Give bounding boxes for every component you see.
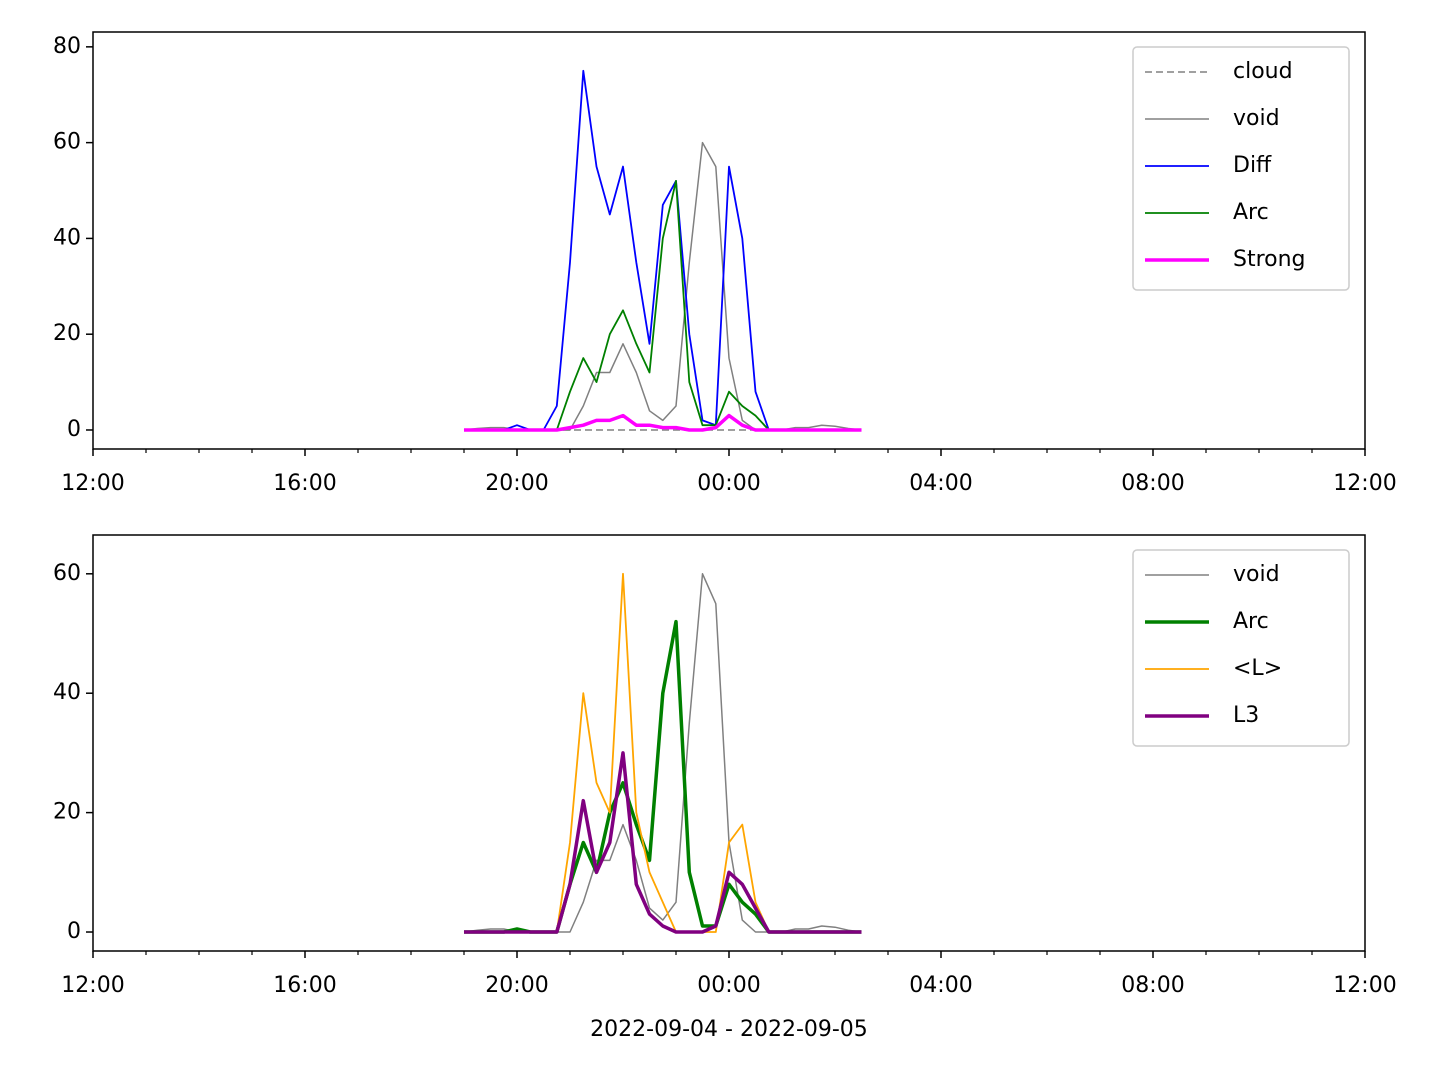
legend: cloud void Diff Arc Strong <box>1132 46 1350 291</box>
y-tick-label: 80 <box>53 34 81 59</box>
legend-label: Arc <box>1233 609 1269 634</box>
x-tick-label: 04:00 <box>909 973 972 998</box>
x-tick-label: 20:00 <box>485 973 548 998</box>
y-tick-label: 40 <box>53 680 81 705</box>
x-tick-label: 00:00 <box>697 471 760 496</box>
series-line <box>464 572 862 933</box>
series-line <box>464 619 862 934</box>
x-tick-label: 00:00 <box>697 973 760 998</box>
series-line <box>463 141 862 431</box>
x-tick-label: 08:00 <box>1121 973 1184 998</box>
legend-label: cloud <box>1233 59 1293 84</box>
series-line <box>464 413 862 432</box>
x-tick-label: 16:00 <box>273 973 336 998</box>
legend: void Arc <L> L3 <box>1132 549 1350 747</box>
x-tick-label: 12:00 <box>1333 973 1396 998</box>
legend-label: <L> <box>1233 656 1282 681</box>
y-tick-label: 60 <box>53 130 81 155</box>
x-tick-label: 04:00 <box>909 471 972 496</box>
subplot: 0 20 40 60 12:00 16:00 20:00 00:00 04:00 08:00 12:… <box>53 534 1397 1042</box>
y-tick-label: 40 <box>53 225 81 250</box>
x-tick-label: 08:00 <box>1121 471 1184 496</box>
x-axis-label: 2022-09-04 - 2022-09-05 <box>590 1017 868 1042</box>
x-tick-label: 20:00 <box>485 471 548 496</box>
series-line <box>463 573 862 933</box>
y-tick-label: 20 <box>53 321 81 346</box>
y-tick-label: 60 <box>53 561 81 586</box>
series-line <box>464 751 862 934</box>
x-tick-label: 12:00 <box>61 471 124 496</box>
y-tick-label: 20 <box>53 800 81 825</box>
x-tick-label: 12:00 <box>1333 471 1396 496</box>
legend-box <box>1132 549 1350 747</box>
legend-label: Arc <box>1233 200 1269 225</box>
x-tick-label: 12:00 <box>61 973 124 998</box>
legend-label: L3 <box>1233 703 1259 728</box>
legend-box <box>1132 46 1350 291</box>
legend-label: void <box>1233 562 1280 587</box>
x-tick-label: 16:00 <box>273 471 336 496</box>
legend-label: Diff <box>1233 153 1272 178</box>
legend-label: Strong <box>1233 247 1306 272</box>
y-tick-label: 0 <box>67 919 81 944</box>
y-tick-label: 0 <box>67 417 81 442</box>
series-line <box>464 69 862 431</box>
legend-label: void <box>1233 106 1280 131</box>
series-line <box>464 180 862 431</box>
subplot: 0 20 40 60 80 12:00 16:00 20:00 00:00 04:00 08:00 1… <box>53 31 1397 496</box>
